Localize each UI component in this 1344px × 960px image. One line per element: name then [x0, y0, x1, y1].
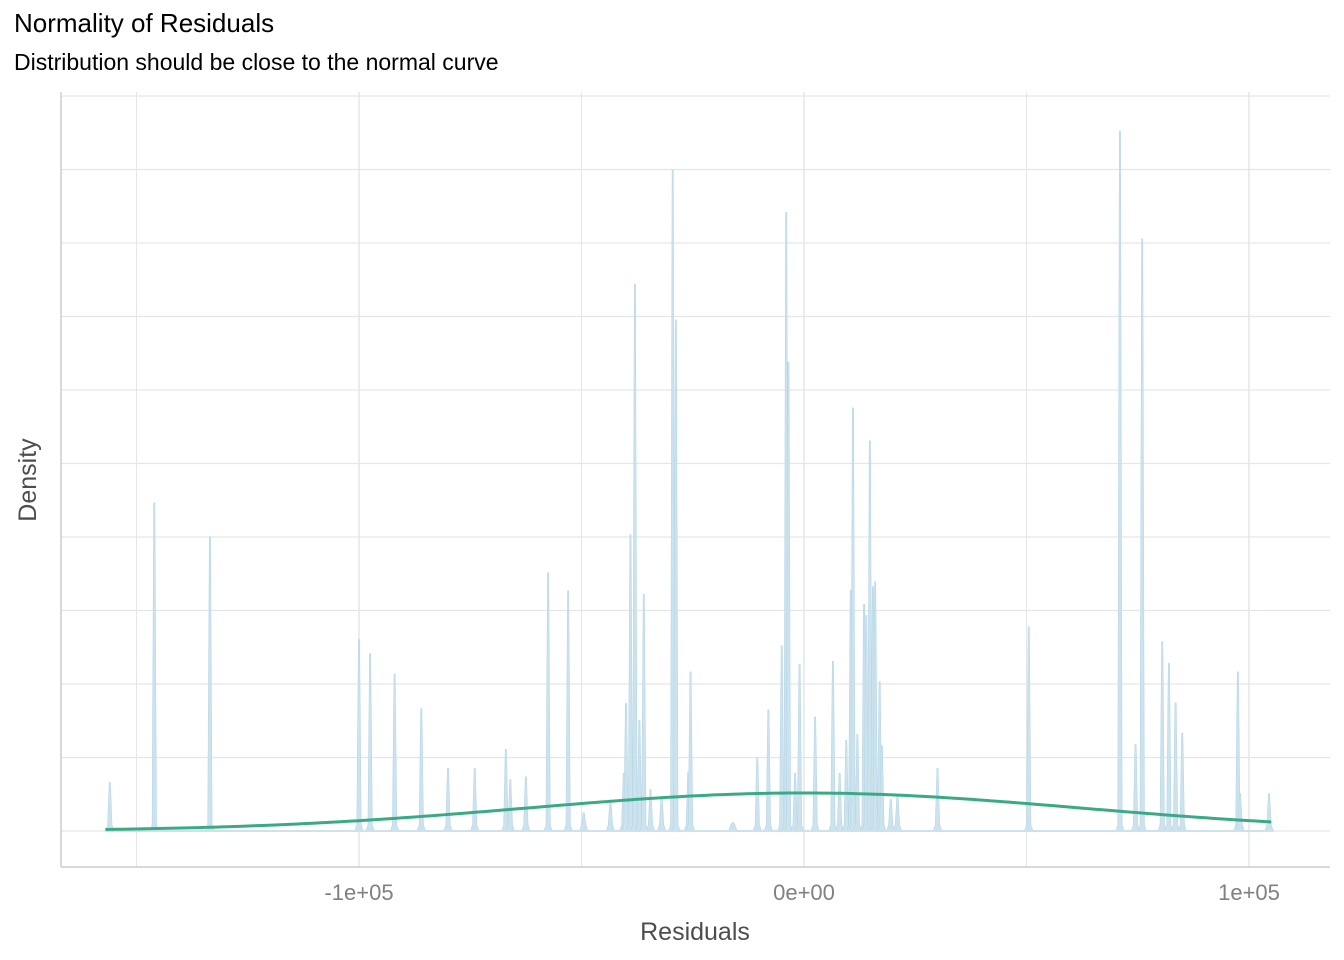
- density-spike: [763, 709, 774, 832]
- chart-subtitle: Distribution should be close to the norm…: [14, 49, 499, 75]
- density-spike: [1024, 626, 1034, 832]
- density-spike: [443, 768, 453, 832]
- chart-title: Normality of Residuals: [14, 8, 275, 38]
- x-tick-labels: -1e+05 0e+00 1e+05: [324, 880, 1279, 905]
- density-spike: [365, 653, 375, 832]
- density-spike: [470, 768, 480, 832]
- density-spike: [416, 708, 426, 832]
- density-spike: [1164, 663, 1174, 832]
- density-spike: [828, 661, 838, 832]
- x-tick-label: 0e+00: [773, 880, 835, 905]
- density-spike: [543, 572, 553, 832]
- density-spike: [1264, 793, 1274, 832]
- normal-curve-line: [105, 791, 1272, 831]
- density-spikes: [105, 130, 1274, 832]
- x-tick-label: 1e+05: [1218, 880, 1280, 905]
- density-spike: [579, 812, 589, 832]
- density-spike: [605, 799, 616, 832]
- y-axis-title: Density: [14, 438, 42, 522]
- density-spike: [521, 776, 531, 832]
- density-spike: [886, 799, 896, 832]
- density-spike: [645, 789, 656, 832]
- density-spike: [105, 782, 115, 832]
- x-tick-label: -1e+05: [324, 880, 393, 905]
- density-spike: [149, 502, 159, 832]
- density-spike: [1115, 130, 1125, 832]
- grid-lines: [61, 92, 1330, 867]
- density-spike: [728, 822, 738, 832]
- density-spike: [354, 639, 364, 832]
- density-spike: [563, 590, 573, 832]
- density-spike: [389, 673, 400, 832]
- density-spike: [656, 796, 667, 832]
- density-spike: [810, 716, 820, 832]
- x-axis-title: Residuals: [640, 918, 750, 946]
- density-spike: [1170, 702, 1181, 832]
- density-spike: [834, 772, 845, 832]
- density-spike: [932, 768, 943, 832]
- density-spike: [892, 796, 903, 832]
- density-spike: [1137, 238, 1147, 832]
- density-spike: [1157, 641, 1167, 832]
